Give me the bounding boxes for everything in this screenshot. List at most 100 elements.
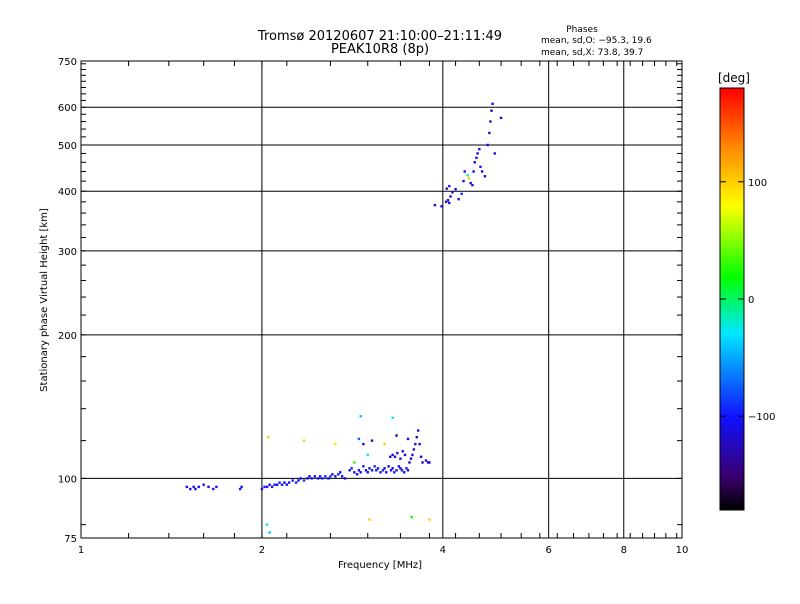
data-point — [331, 473, 334, 476]
data-point — [446, 199, 450, 202]
data-point — [362, 442, 365, 446]
data-point — [318, 475, 322, 478]
stats-o-line: mean, sd,O: −95.3, 19.6 — [541, 36, 652, 46]
data-point — [285, 483, 288, 486]
data-point — [479, 165, 482, 169]
data-point — [278, 481, 281, 484]
data-point — [364, 469, 368, 472]
data-point — [489, 120, 492, 123]
y-tick-label: 600 — [58, 103, 77, 114]
data-point — [411, 453, 414, 457]
data-point — [375, 469, 378, 472]
data-point — [397, 465, 401, 468]
x-tick-label: 2 — [259, 545, 265, 556]
data-point — [445, 187, 448, 190]
data-point — [451, 191, 454, 194]
data-point — [391, 416, 394, 419]
data-point — [491, 102, 494, 106]
data-point — [334, 442, 337, 446]
data-point — [334, 475, 337, 478]
data-point — [321, 477, 324, 480]
data-point — [265, 485, 269, 489]
data-point — [212, 487, 215, 491]
data-point — [463, 170, 466, 173]
data-point — [366, 453, 369, 457]
data-point — [373, 465, 376, 468]
data-point — [260, 487, 264, 491]
data-point — [370, 439, 374, 442]
x-tick-label: 4 — [440, 545, 446, 556]
data-point — [381, 469, 385, 472]
data-point — [396, 451, 399, 455]
y-tick-label: 500 — [58, 141, 77, 152]
data-point — [471, 183, 474, 187]
data-point — [475, 156, 478, 160]
data-point — [466, 174, 469, 177]
y-tick-label: 100 — [58, 474, 77, 485]
data-point — [415, 436, 418, 439]
data-point — [350, 467, 353, 470]
data-point — [499, 116, 503, 120]
data-point — [449, 195, 452, 198]
grid-lines — [80, 60, 683, 539]
data-point — [310, 477, 313, 480]
data-point — [403, 471, 406, 474]
data-point — [389, 469, 393, 472]
data-point — [448, 201, 451, 205]
data-point — [366, 471, 369, 474]
data-point — [353, 461, 356, 464]
data-point — [433, 203, 437, 207]
data-point — [391, 467, 394, 470]
data-point — [340, 475, 344, 478]
data-point — [316, 477, 320, 480]
data-point — [240, 485, 243, 489]
data-point — [493, 152, 496, 155]
y-tick-label: 75 — [64, 534, 77, 545]
data-point — [401, 450, 404, 453]
y-tick-label: 200 — [58, 331, 77, 342]
data-point — [355, 473, 359, 476]
data-point — [448, 184, 451, 188]
data-point — [444, 200, 448, 204]
data-point — [302, 439, 306, 442]
data-point — [348, 469, 351, 472]
data-point — [329, 475, 332, 478]
data-point — [339, 471, 342, 474]
data-point — [417, 429, 420, 432]
colorbar-title: [deg] — [718, 71, 750, 85]
data-point — [353, 471, 356, 474]
data-point — [265, 523, 269, 526]
data-point — [400, 469, 404, 472]
data-point — [480, 170, 484, 173]
data-point — [291, 479, 294, 482]
data-point — [419, 455, 423, 458]
data-point — [280, 483, 284, 486]
data-point — [467, 176, 471, 180]
data-point — [424, 459, 428, 462]
data-point — [268, 483, 271, 486]
data-point — [385, 471, 388, 474]
data-point — [383, 442, 386, 446]
x-axis-tick-labels: 1 2 4 6 8 10 — [78, 545, 689, 556]
x-axis-label: Frequency [MHz] — [338, 560, 422, 571]
x-tick-label: 10 — [676, 545, 689, 556]
y-axis-label: Stationary phase Virtual Height [km] — [39, 208, 50, 392]
data-point — [368, 467, 371, 470]
data-point — [457, 197, 460, 201]
data-point — [197, 485, 200, 489]
data-point — [391, 453, 394, 457]
data-point — [189, 487, 192, 491]
data-point — [387, 465, 390, 468]
data-point — [313, 475, 317, 478]
data-point — [399, 467, 402, 470]
data-point — [194, 487, 197, 491]
data-point — [403, 453, 407, 457]
data-point — [202, 483, 205, 486]
data-point — [359, 415, 362, 418]
data-point — [275, 483, 279, 486]
data-point — [418, 442, 421, 446]
y-tick-label: 750 — [58, 57, 77, 68]
data-point — [337, 473, 340, 476]
data-point — [299, 477, 302, 480]
